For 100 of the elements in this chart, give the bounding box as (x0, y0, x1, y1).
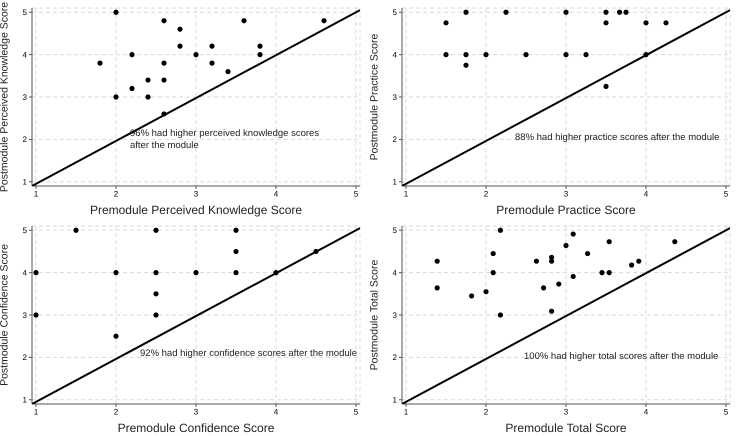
point (33, 312, 39, 318)
y-axis-title: Postmodule Perceived Knowledge Score (0, 2, 11, 192)
point (193, 270, 199, 276)
x-axis-title: Premodule Practice Score (496, 203, 636, 217)
point (145, 77, 151, 83)
y-tick-label: 2 (392, 135, 398, 144)
point (443, 52, 449, 58)
point (177, 26, 183, 32)
y-tick-label: 1 (22, 396, 28, 405)
point (498, 312, 503, 318)
point (617, 10, 622, 15)
point (570, 231, 576, 237)
point (233, 248, 239, 254)
point (225, 68, 231, 74)
point (177, 44, 183, 49)
point (585, 250, 590, 256)
y-tick-label: 5 (392, 226, 398, 236)
point (549, 258, 554, 264)
point (556, 281, 562, 287)
point (113, 270, 119, 276)
y-tick-label: 2 (392, 353, 398, 362)
x-tick-label: 3 (194, 190, 199, 199)
x-tick-label: 1 (34, 408, 39, 417)
point (563, 10, 569, 15)
point (153, 312, 159, 318)
x-tick-label: 4 (644, 408, 649, 417)
point (73, 228, 79, 233)
point (463, 10, 469, 15)
point (193, 52, 199, 58)
point (570, 274, 576, 280)
y-axis-title: Postmodule Confidence Score (0, 244, 11, 386)
x-tick-label: 3 (564, 408, 569, 417)
point (603, 20, 609, 26)
y-axis-title: Postmodule Total Score (368, 259, 381, 370)
x-tick-label: 4 (644, 190, 649, 199)
point (97, 60, 103, 66)
x-tick-label: 1 (34, 190, 39, 199)
y-tick-label: 3 (22, 310, 28, 320)
y-tick-label: 1 (392, 396, 398, 405)
point (257, 44, 263, 49)
point (563, 52, 569, 58)
point (463, 52, 469, 58)
point (606, 270, 612, 276)
y-tick-label: 4 (392, 268, 398, 278)
y-tick-label: 4 (22, 50, 28, 60)
annotation: 88% had higher practice scores after the module (515, 132, 720, 144)
x-tick-label: 4 (274, 408, 279, 417)
point (599, 270, 605, 276)
y-tick-label: 2 (22, 353, 28, 362)
y-tick-label: 3 (392, 92, 398, 102)
point (663, 20, 669, 26)
point (241, 18, 247, 24)
x-tick-label: 3 (194, 408, 199, 417)
point (129, 86, 135, 92)
y-tick-label: 4 (392, 50, 398, 60)
point (257, 52, 263, 58)
point (209, 44, 215, 49)
x-tick-label: 2 (114, 408, 119, 417)
x-tick-label: 2 (484, 408, 489, 417)
point (490, 250, 496, 256)
x-tick-label: 5 (724, 190, 729, 199)
point (534, 258, 539, 264)
point (503, 10, 509, 15)
y-tick-label: 5 (22, 8, 28, 18)
point (498, 228, 503, 233)
point (629, 262, 634, 268)
point (233, 228, 239, 233)
x-tick-label: 4 (274, 190, 279, 199)
point (483, 52, 489, 58)
point (443, 20, 449, 26)
point (321, 18, 327, 24)
x-tick-label: 2 (114, 190, 119, 199)
point (563, 242, 569, 248)
y-tick-label: 1 (22, 178, 28, 187)
y-tick-label: 3 (22, 92, 28, 102)
point (113, 10, 119, 15)
point (161, 60, 167, 66)
point (583, 52, 589, 58)
point (541, 285, 546, 290)
point (490, 270, 496, 276)
point (463, 62, 469, 68)
point (643, 20, 649, 26)
point (603, 10, 609, 15)
y-tick-label: 3 (392, 310, 398, 320)
point (153, 228, 159, 233)
x-tick-label: 3 (564, 190, 569, 199)
x-tick-label: 5 (354, 408, 359, 417)
point (233, 270, 239, 276)
point (161, 18, 167, 24)
y-axis-title: Postmodule Practice Score (368, 34, 381, 160)
point (434, 285, 440, 290)
y-tick-label: 1 (392, 178, 398, 187)
point (209, 60, 215, 66)
point (153, 270, 159, 276)
point (145, 94, 151, 100)
point (33, 270, 39, 276)
y-tick-label: 5 (392, 8, 398, 18)
point (434, 258, 440, 264)
x-axis-title: Premodule Confidence Score (118, 421, 275, 435)
y-tick-label: 2 (22, 135, 28, 144)
